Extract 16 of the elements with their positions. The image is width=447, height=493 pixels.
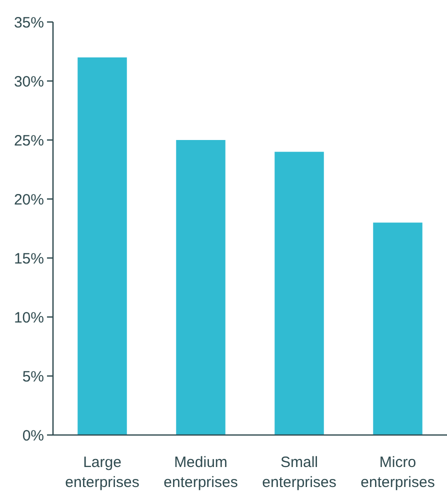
x-tick-label: Small enterprises [262,454,336,491]
x-tick-label: Large enterprises [65,454,140,491]
y-tick-label: 0% [22,427,44,444]
bar [274,152,324,435]
y-tick-label: 20% [14,191,44,208]
y-tick-label: 10% [14,309,44,326]
bar [176,140,226,435]
x-tick-label: Medium enterprises [164,454,238,491]
y-tick-label: 25% [14,132,44,150]
y-tick-label: 35% [14,14,44,32]
x-tick-label: Micro enterprises [360,454,435,491]
bar [78,57,127,435]
bar [373,222,422,435]
y-tick-label: 15% [14,250,44,268]
y-tick-label: 30% [14,73,44,90]
y-tick-label: 5% [22,368,44,386]
